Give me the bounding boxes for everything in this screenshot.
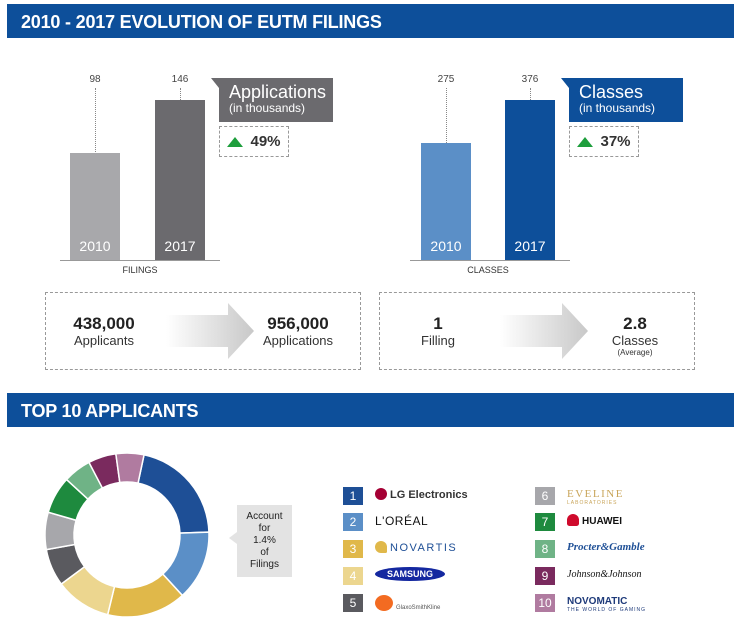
section-banner-evolution: 2010 - 2017 EVOLUTION OF EUTM FILINGS — [7, 4, 734, 38]
lg-logo-icon — [375, 488, 387, 500]
applicant-logo-9: Johnson&Johnson — [567, 568, 641, 580]
classes-growth-badge: 37% — [569, 126, 639, 157]
filings-value-2010: 98 — [89, 74, 101, 85]
average-classes-number: 2.8 — [623, 314, 647, 333]
classes-value-2017: 376 — [521, 74, 539, 85]
applicant-logo-5: GlaxoSmithKline — [375, 595, 440, 612]
applicant-rank-1: 1 — [343, 487, 363, 505]
applicant-name: EVELINE — [567, 488, 624, 500]
filings-category-2010: 2010 — [79, 237, 111, 254]
applicant-rank-6: 6 — [535, 487, 555, 505]
applicant-rank-2: 2 — [343, 513, 363, 531]
average-classes-sublabel: (Average) — [617, 348, 653, 357]
arrow-right-icon — [500, 303, 588, 359]
filings-axis-label: FILINGS — [122, 265, 158, 275]
share-note-line: Account — [246, 511, 283, 522]
applicant-rank-5: 5 — [343, 594, 363, 612]
filings-value-2017: 146 — [171, 74, 189, 85]
novartis-flame-icon — [375, 541, 387, 553]
top10-donut-chart — [44, 452, 210, 618]
filings-growth-badge: 49% — [219, 126, 289, 157]
applicant-name: Johnson&Johnson — [567, 569, 642, 580]
classes-category-2017: 2017 — [514, 238, 546, 254]
share-note: Account for 1.4% of Filings — [237, 505, 292, 577]
classes-bar-2010: 2010 — [421, 142, 471, 260]
up-arrow-icon — [227, 136, 244, 147]
applicant-name: LG Electronics — [390, 489, 468, 501]
classes-chart: 275 376 2010 2017 — [400, 70, 570, 260]
share-note-line: of — [260, 547, 269, 558]
filling-label: Filling — [421, 333, 455, 348]
applicant-logo-8: Procter&Gamble — [567, 541, 645, 553]
classes-callout: Classes (in thousands) — [569, 78, 683, 122]
applicant-subtitle: LABORATORIES — [567, 500, 618, 506]
callout-corner — [561, 78, 569, 88]
applicant-name: SAMSUNG — [375, 567, 446, 581]
filings-bar-2010: 2010 — [70, 152, 120, 260]
classes-callout-title: Classes — [579, 82, 644, 102]
applicant-logo-2: L'ORÉAL — [375, 514, 428, 528]
classes-callout-unit: (in thousands) — [579, 101, 656, 115]
filings-growth-value: 49% — [250, 133, 281, 150]
applications-callout-title: Applications — [229, 82, 327, 102]
applicant-logo-6: EVELINE LABORATORIES — [567, 488, 624, 506]
applicant-rank-10: 10 — [535, 594, 555, 612]
donut-slice-10 — [115, 452, 145, 485]
filings-chart: 98 146 2010 2017 — [50, 70, 220, 260]
filings-bar-2017: 2017 — [155, 100, 205, 260]
applicant-subtitle: THE WORLD OF GAMING — [567, 607, 646, 613]
applicant-logo-10: NOVOMATIC THE WORLD OF GAMING — [567, 595, 646, 613]
callout-corner — [211, 78, 219, 88]
applicant-name: GlaxoSmithKline — [396, 605, 441, 611]
applicant-rank-9: 9 — [535, 567, 555, 585]
applicant-name: L'ORÉAL — [375, 514, 429, 528]
gsk-logo-icon — [375, 595, 393, 611]
applicants-label: Applicants — [74, 333, 134, 348]
classes-category-2010: 2010 — [430, 237, 462, 254]
applicant-logo-1: LG Electronics — [375, 488, 468, 501]
applicant-logo-4: SAMSUNG — [375, 567, 446, 581]
applicant-logo-7: HUAWEI — [567, 514, 622, 527]
classes-bar-2017: 2017 — [505, 100, 555, 260]
applicant-name: NOVARTIS — [390, 542, 458, 554]
applications-callout: Applications (in thousands) — [219, 78, 333, 122]
classes-stat-box: 1 Filling 2.8 Classes (Average) — [379, 292, 695, 370]
applicant-logo-3: NOVARTIS — [375, 541, 457, 554]
applicants-number: 438,000 — [73, 314, 135, 333]
applicant-name: Procter&Gamble — [567, 541, 645, 553]
applicants-stat-box: 438,000 Applicants 956,000 Applications — [45, 292, 361, 370]
applicant-name: NOVOMATIC — [567, 596, 628, 607]
filling-number: 1 — [433, 314, 443, 333]
share-note-line: Filings — [250, 559, 279, 570]
applications-callout-unit: (in thousands) — [229, 101, 306, 115]
applications-number: 956,000 — [267, 314, 329, 333]
applicant-rank-3: 3 — [343, 540, 363, 558]
share-note-line: for — [258, 523, 271, 534]
applicant-rank-4: 4 — [343, 567, 363, 585]
applicant-rank-7: 7 — [535, 513, 555, 531]
classes-growth-value: 37% — [600, 133, 631, 150]
section-banner-top10: TOP 10 APPLICANTS — [7, 393, 734, 427]
applications-label: Applications — [262, 333, 334, 348]
average-classes-label: Classes — [611, 333, 659, 348]
note-pointer — [229, 532, 237, 544]
huawei-petal-icon — [567, 514, 579, 526]
arrow-right-icon — [166, 303, 254, 359]
up-arrow-icon — [577, 136, 594, 147]
donut-slice-1 — [137, 453, 210, 534]
applicant-name: HUAWEI — [582, 516, 622, 527]
classes-axis-label: CLASSES — [467, 265, 509, 275]
share-note-line: 1.4% — [253, 535, 276, 546]
filings-category-2017: 2017 — [164, 238, 196, 254]
applicant-rank-8: 8 — [535, 540, 555, 558]
classes-value-2010: 275 — [437, 74, 455, 85]
